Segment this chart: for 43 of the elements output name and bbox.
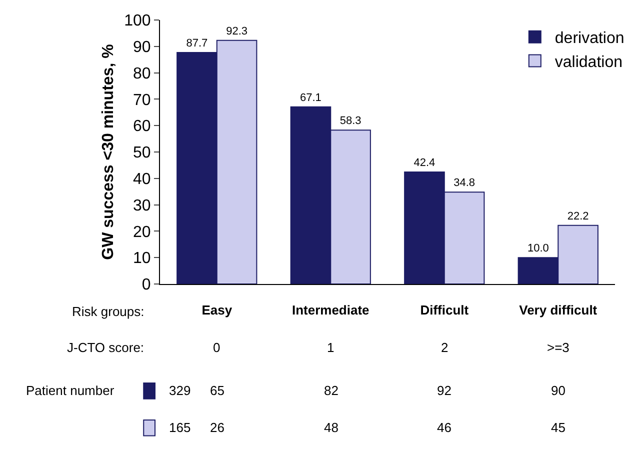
y-tick-label: 20 — [133, 224, 151, 241]
y-tick-label: 90 — [133, 39, 151, 56]
text: 45 — [551, 420, 566, 435]
data-label: 42.4 — [414, 157, 436, 170]
x-tick-label: Difficult — [420, 302, 470, 318]
x-tick-label: Intermediate — [292, 302, 370, 318]
text: J-CTO score: — [67, 340, 144, 355]
text: 1 — [327, 340, 334, 355]
text: 165 — [169, 420, 191, 435]
y-tick-label: 10 — [133, 250, 151, 268]
text: 46 — [437, 420, 452, 435]
text: 0 — [213, 340, 220, 355]
y-tick-label: 100 — [124, 12, 151, 30]
data-label: 34.8 — [454, 177, 475, 190]
text: >=3 — [547, 340, 570, 355]
legend-label: derivation — [554, 30, 624, 48]
y-tick-label: 60 — [133, 118, 151, 136]
y-tick-label: 80 — [133, 65, 151, 82]
text: 2 — [441, 340, 448, 355]
data-label: 67.1 — [300, 92, 322, 104]
text: 48 — [324, 420, 338, 435]
y-tick-label: 30 — [133, 197, 151, 214]
data-label: 10.0 — [528, 242, 549, 255]
text: 329 — [169, 383, 191, 398]
x-tick-label: Very difficult — [519, 302, 598, 318]
text: 92 — [437, 383, 452, 398]
text: 26 — [210, 420, 224, 435]
y-axis-title: GW success <30 minutes, % — [100, 44, 117, 260]
data-label: 58.3 — [340, 115, 362, 128]
y-tick-label: 40 — [133, 171, 151, 188]
y-tick-label: 50 — [133, 144, 151, 162]
data-label: 22.2 — [567, 210, 589, 222]
text: 82 — [324, 383, 338, 398]
data-label: 92.3 — [226, 25, 248, 38]
text: 65 — [210, 383, 224, 398]
text: 90 — [551, 383, 566, 398]
text: Patient number — [26, 383, 115, 398]
legend-label: validation — [554, 54, 623, 71]
data-label: 87.7 — [186, 37, 208, 50]
text: Risk groups: — [72, 304, 144, 319]
y-tick-label: 70 — [133, 92, 151, 109]
y-tick-label: 0 — [142, 276, 151, 294]
x-tick-label: Easy — [202, 302, 233, 318]
